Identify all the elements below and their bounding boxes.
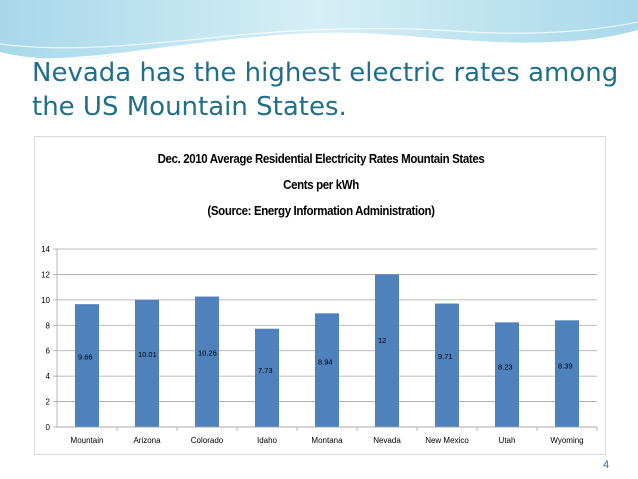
y-tick-label: 8 xyxy=(46,321,51,330)
x-tick-label: Colorado xyxy=(191,436,224,445)
header-wave-line-2 xyxy=(0,21,638,49)
y-tick-label: 2 xyxy=(46,398,51,407)
x-tick-label: Arizona xyxy=(133,436,161,445)
x-tick-label: Mountain xyxy=(71,436,104,445)
y-tick-label: 4 xyxy=(46,372,51,381)
chart-title-line-3: (Source: Energy Information Administrati… xyxy=(207,204,435,218)
y-tick-label: 10 xyxy=(41,296,50,305)
data-label: 8.94 xyxy=(318,357,333,366)
bar xyxy=(315,313,339,427)
data-label: 8.39 xyxy=(558,361,573,370)
page-number: 4 xyxy=(602,459,610,471)
data-label: 12 xyxy=(378,336,386,345)
x-tick-label: Montana xyxy=(311,436,343,445)
x-tick-label: Nevada xyxy=(373,436,401,445)
x-tick-label: New Mexico xyxy=(425,436,469,445)
chart-title-line-1: Dec. 2010 Average Residential Electricit… xyxy=(157,152,485,166)
bar-chart: 0 2 4 6 8 10 12 14 9.66 Mountain 10.01 Arizona 10.26… xyxy=(41,245,598,445)
slide-title: Nevada has the highest electric rates am… xyxy=(32,58,619,122)
y-tick-label: 12 xyxy=(41,270,50,279)
bar xyxy=(255,328,279,427)
data-label: 10.26 xyxy=(198,348,217,357)
bar xyxy=(135,299,159,427)
x-tick-label: Idaho xyxy=(257,436,278,445)
data-label: 9.71 xyxy=(438,352,453,361)
x-tick-label: Wyoming xyxy=(550,436,583,445)
data-label: 9.66 xyxy=(78,352,93,361)
y-tick-label: 14 xyxy=(41,245,50,254)
chart-panel: Dec. 2010 Average Residential Electricit… xyxy=(34,136,606,455)
bar xyxy=(495,322,519,427)
bar xyxy=(75,304,99,427)
chart-title-line-2: Cents per kWh xyxy=(283,178,359,192)
y-tick-label: 0 xyxy=(46,423,51,432)
bar xyxy=(375,274,399,427)
data-label: 10.01 xyxy=(138,350,157,359)
header-wave-line xyxy=(0,33,638,61)
bar xyxy=(435,303,459,427)
data-label: 7.73 xyxy=(258,366,273,375)
x-tick-label: Utah xyxy=(499,436,516,445)
bar xyxy=(555,320,579,427)
y-tick-label: 6 xyxy=(46,347,51,356)
bar xyxy=(195,296,219,427)
data-label: 8.23 xyxy=(498,362,513,371)
